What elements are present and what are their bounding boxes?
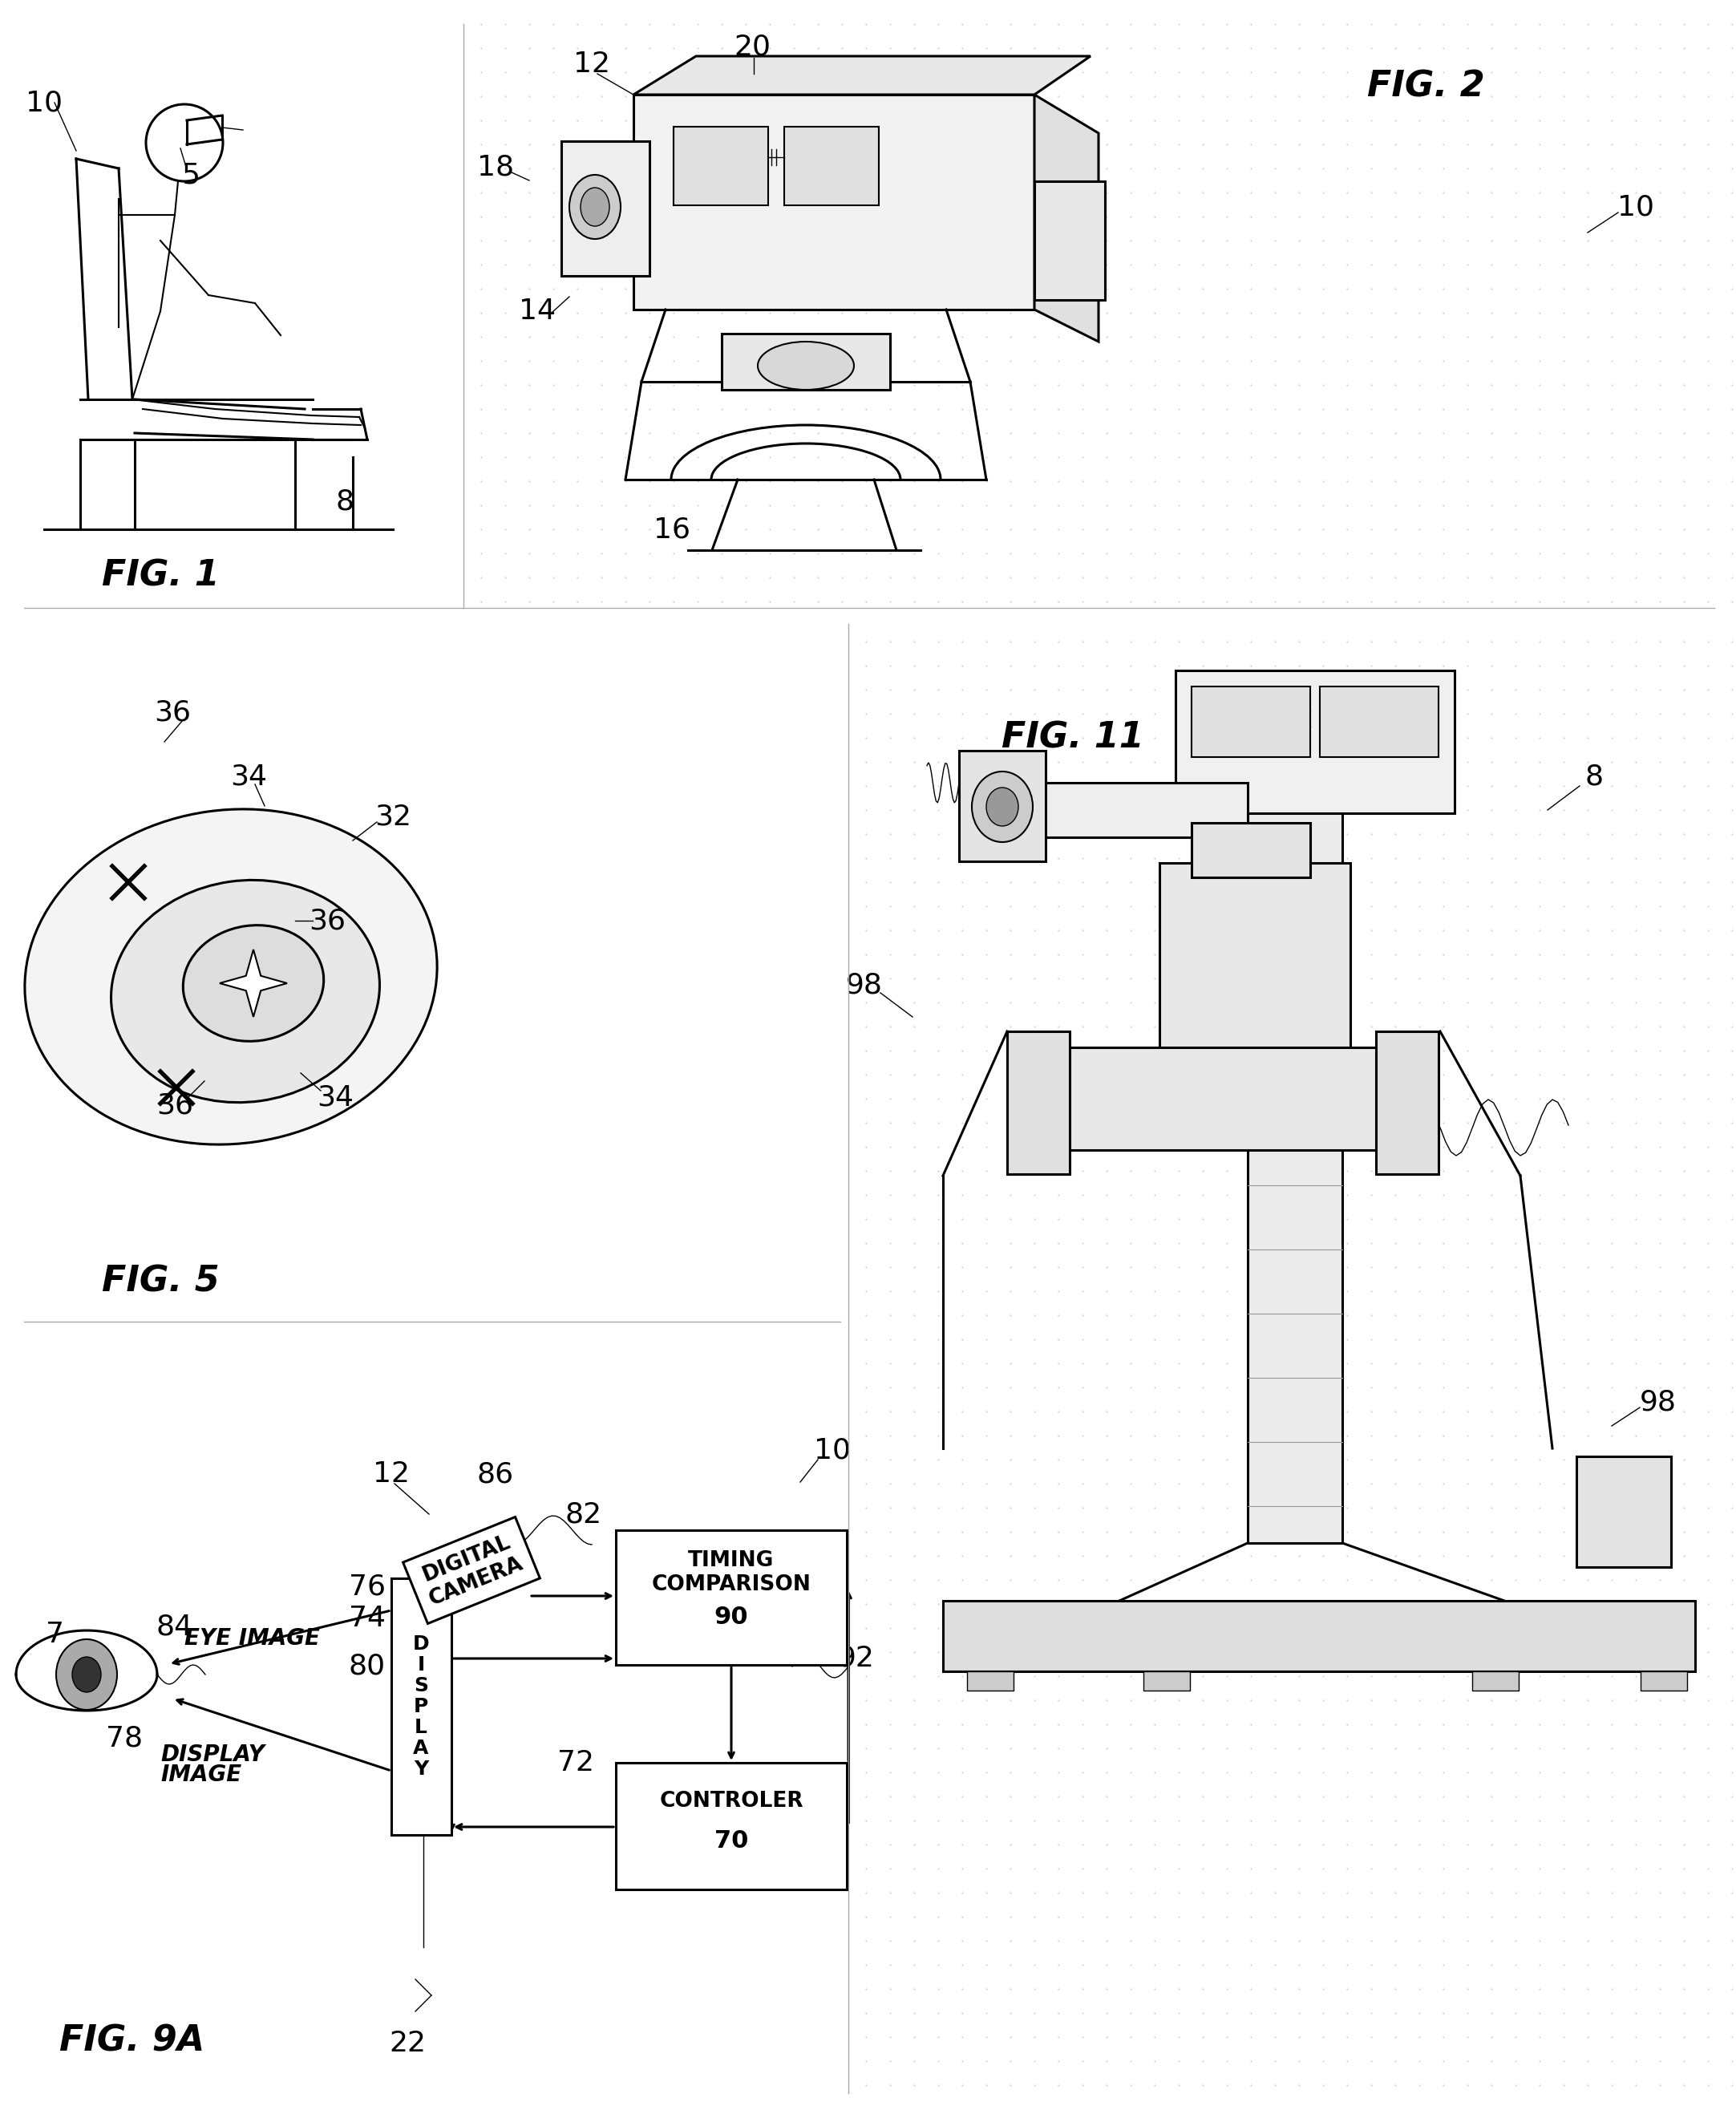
Text: 84: 84 (156, 1613, 193, 1641)
Text: FIG. 1: FIG. 1 (101, 558, 219, 594)
Text: 72: 72 (557, 1750, 594, 1775)
Text: 86: 86 (477, 1459, 514, 1487)
Text: 98: 98 (845, 971, 884, 998)
Text: TIMING: TIMING (687, 1550, 774, 1571)
Bar (1191, 823, 1311, 878)
Text: 36: 36 (155, 699, 191, 727)
Text: IMAGE: IMAGE (160, 1763, 241, 1786)
Text: 8: 8 (1585, 762, 1604, 790)
Ellipse shape (580, 187, 609, 225)
Bar (1319, 687, 1439, 756)
Bar (943, 1601, 1694, 1672)
Bar (634, 95, 1035, 310)
Bar (1576, 1457, 1672, 1567)
Text: 82: 82 (566, 1499, 602, 1527)
Ellipse shape (972, 771, 1033, 842)
Text: 14: 14 (519, 297, 556, 324)
Text: 90: 90 (713, 1605, 748, 1628)
Bar (785, 126, 878, 204)
Bar (967, 1672, 1014, 1691)
Bar (1175, 670, 1455, 813)
Text: 10: 10 (814, 1436, 851, 1464)
Bar (1641, 1672, 1687, 1691)
Ellipse shape (757, 341, 854, 390)
Text: 32: 32 (375, 802, 411, 830)
Bar (958, 750, 1045, 861)
Text: CONTROLER: CONTROLER (660, 1790, 804, 1811)
Bar (1031, 783, 1248, 838)
Polygon shape (1035, 95, 1099, 341)
Text: 5: 5 (182, 162, 200, 187)
Polygon shape (220, 950, 286, 1017)
Bar (561, 141, 649, 276)
Bar (1160, 863, 1351, 1118)
Text: FIG. 11: FIG. 11 (1002, 720, 1144, 756)
Text: 12: 12 (573, 51, 611, 78)
Bar (1144, 1672, 1189, 1691)
Ellipse shape (569, 175, 621, 238)
Bar (391, 1577, 451, 1834)
Ellipse shape (56, 1638, 116, 1710)
Text: 80: 80 (349, 1653, 385, 1681)
Text: 7: 7 (45, 1622, 64, 1649)
Text: FIG. 5: FIG. 5 (101, 1264, 219, 1299)
Bar (1248, 710, 1342, 1544)
Text: 20: 20 (734, 34, 771, 61)
Bar (1191, 687, 1311, 756)
Text: 10: 10 (1618, 194, 1654, 221)
Text: EYE IMAGE: EYE IMAGE (184, 1628, 319, 1649)
Bar (1377, 1032, 1439, 1175)
Text: 16: 16 (653, 516, 691, 543)
Bar (616, 1763, 847, 1889)
Bar (1007, 1032, 1069, 1175)
Ellipse shape (24, 809, 437, 1144)
Text: 8: 8 (335, 489, 354, 514)
Text: 92: 92 (838, 1645, 875, 1672)
Bar (722, 333, 891, 390)
Text: 22: 22 (389, 2030, 425, 2058)
Bar (1062, 1047, 1382, 1150)
Bar (1035, 181, 1104, 299)
Text: DIGITAL
CAMERA: DIGITAL CAMERA (417, 1531, 526, 1609)
Text: 70: 70 (713, 1830, 748, 1853)
Text: 18: 18 (477, 154, 514, 181)
Ellipse shape (73, 1657, 101, 1693)
Text: FIG. 9A: FIG. 9A (59, 2024, 205, 2058)
Text: 36: 36 (156, 1091, 193, 1118)
Text: 10: 10 (26, 88, 62, 116)
Text: 78: 78 (106, 1725, 142, 1752)
Bar (674, 126, 767, 204)
Ellipse shape (986, 788, 1019, 826)
Text: 76: 76 (349, 1573, 385, 1601)
Text: DISPLAY: DISPLAY (160, 1744, 264, 1767)
Text: 74: 74 (349, 1605, 385, 1632)
Ellipse shape (182, 925, 323, 1040)
Text: D
I
S
P
L
A
Y: D I S P L A Y (413, 1634, 429, 1780)
Text: COMPARISON: COMPARISON (651, 1575, 811, 1594)
Polygon shape (634, 57, 1090, 95)
Bar (616, 1531, 847, 1666)
Text: 34: 34 (231, 762, 267, 790)
Text: 98: 98 (1641, 1388, 1677, 1415)
Text: 12: 12 (373, 1459, 410, 1487)
Text: 34: 34 (316, 1082, 354, 1110)
Bar (1472, 1672, 1519, 1691)
Ellipse shape (111, 880, 380, 1101)
Text: 36: 36 (309, 908, 345, 935)
Text: FIG. 2: FIG. 2 (1366, 69, 1484, 103)
